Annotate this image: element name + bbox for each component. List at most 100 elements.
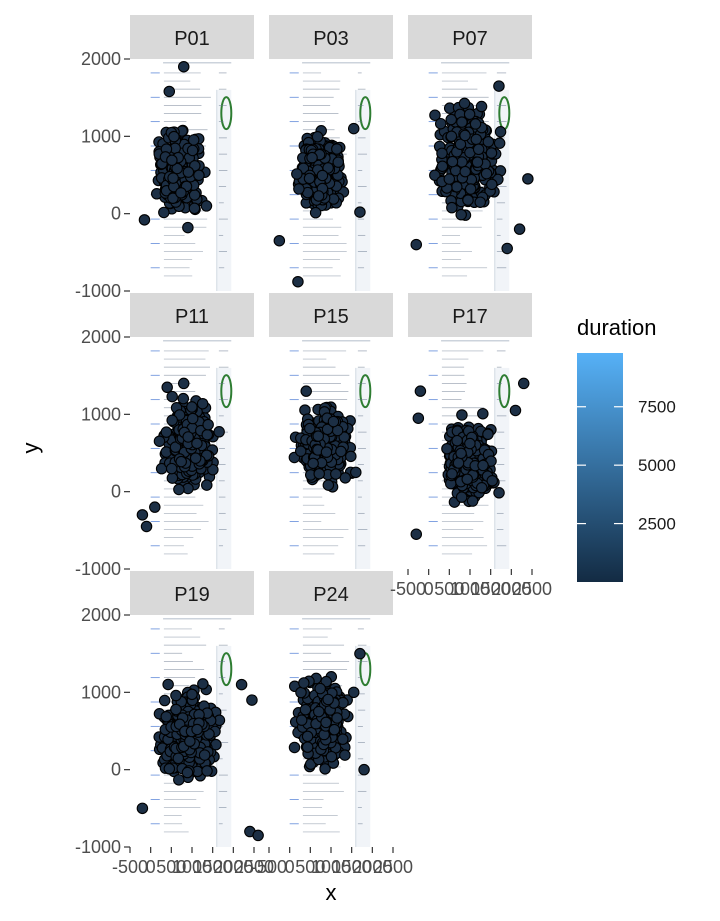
data-point (246, 694, 258, 706)
data-point (328, 723, 341, 736)
data-point (188, 189, 201, 201)
data-point (201, 765, 213, 777)
data-point (459, 165, 471, 178)
legend-tick-label: 5000 (638, 456, 676, 475)
data-point (493, 487, 505, 499)
data-point (298, 677, 310, 689)
data-point (191, 437, 203, 450)
data-point (307, 457, 319, 470)
data-point (158, 206, 170, 219)
data-point (456, 116, 468, 128)
data-point (332, 156, 345, 168)
data-point (166, 414, 178, 427)
data-point (477, 407, 489, 420)
y-tick-label: -1000 (75, 559, 121, 579)
data-point (160, 710, 172, 723)
data-point (322, 693, 334, 706)
data-point (162, 678, 174, 691)
data-point (171, 162, 183, 175)
facet-strip-label: P03 (313, 28, 349, 50)
data-point (466, 495, 479, 507)
data-point (358, 763, 370, 776)
data-point (331, 712, 343, 724)
data-point (316, 169, 329, 182)
facet-strip-label: P15 (313, 306, 349, 328)
data-point (149, 501, 161, 513)
facet-strip (408, 15, 532, 59)
data-point (451, 434, 463, 447)
x-tick-label: 0 (146, 857, 156, 877)
data-point (462, 194, 474, 206)
data-point (345, 450, 357, 463)
data-point (189, 452, 202, 464)
data-point (136, 509, 149, 521)
data-point (177, 60, 190, 73)
data-point (166, 472, 179, 484)
data-point (456, 156, 468, 168)
x-tick-label: 0 (424, 579, 434, 599)
data-point (434, 117, 447, 130)
data-point (322, 162, 334, 174)
data-point (163, 85, 176, 98)
y-axis: -1000 0 1000 2000 (75, 49, 130, 301)
x-tick-label: 0 (285, 857, 295, 877)
x-tick-label: -500 (390, 579, 426, 599)
data-point (320, 446, 333, 458)
data-point (414, 385, 427, 397)
legend-tick-label: 7500 (638, 398, 676, 417)
y-tick-label: 2000 (81, 605, 121, 625)
data-point (158, 694, 171, 707)
data-point (161, 381, 173, 394)
data-point (196, 397, 209, 410)
y-tick-label: -1000 (75, 281, 121, 301)
y-axis: -1000 0 1000 2000 (75, 605, 130, 857)
data-point (470, 133, 483, 146)
facet-panel-p07: P07 (408, 15, 534, 291)
data-point (464, 183, 477, 195)
data-point (452, 457, 465, 469)
x-tick-label: 2500 (373, 857, 413, 877)
data-point (459, 129, 471, 142)
data-point (175, 455, 187, 468)
y-axis: -1000 0 1000 2000 (75, 327, 130, 579)
data-point (169, 441, 182, 453)
data-point (311, 131, 324, 143)
data-point (509, 404, 522, 417)
data-point (501, 242, 513, 255)
y-tick-label: 2000 (81, 49, 121, 69)
legend-colorbar (577, 353, 623, 582)
data-point (167, 192, 179, 204)
data-point (325, 750, 338, 763)
data-point (410, 238, 423, 251)
data-point (172, 752, 185, 765)
scatter-points (410, 80, 534, 255)
data-point (175, 187, 187, 199)
data-point (493, 137, 506, 149)
data-point (288, 741, 301, 754)
data-point (322, 479, 335, 491)
y-axis-label: y (18, 443, 43, 454)
data-point (455, 447, 467, 460)
data-point (486, 475, 499, 487)
legend-title: duration (577, 315, 657, 340)
data-point (291, 168, 303, 180)
data-point (300, 385, 312, 397)
data-point (166, 154, 178, 167)
data-point (463, 108, 476, 120)
data-point (273, 234, 286, 247)
data-point (186, 688, 198, 701)
data-point (140, 520, 153, 533)
data-point (446, 201, 458, 214)
facet-strip-label: P07 (452, 28, 488, 50)
data-point (522, 173, 534, 185)
data-point (160, 426, 173, 438)
facet-strip (269, 293, 393, 337)
data-point (486, 178, 498, 191)
data-point (201, 428, 214, 441)
data-point (191, 723, 203, 736)
data-point (455, 208, 467, 221)
data-point (186, 401, 198, 413)
data-point (292, 275, 304, 288)
facet-panel-p24: P24 (269, 571, 393, 847)
